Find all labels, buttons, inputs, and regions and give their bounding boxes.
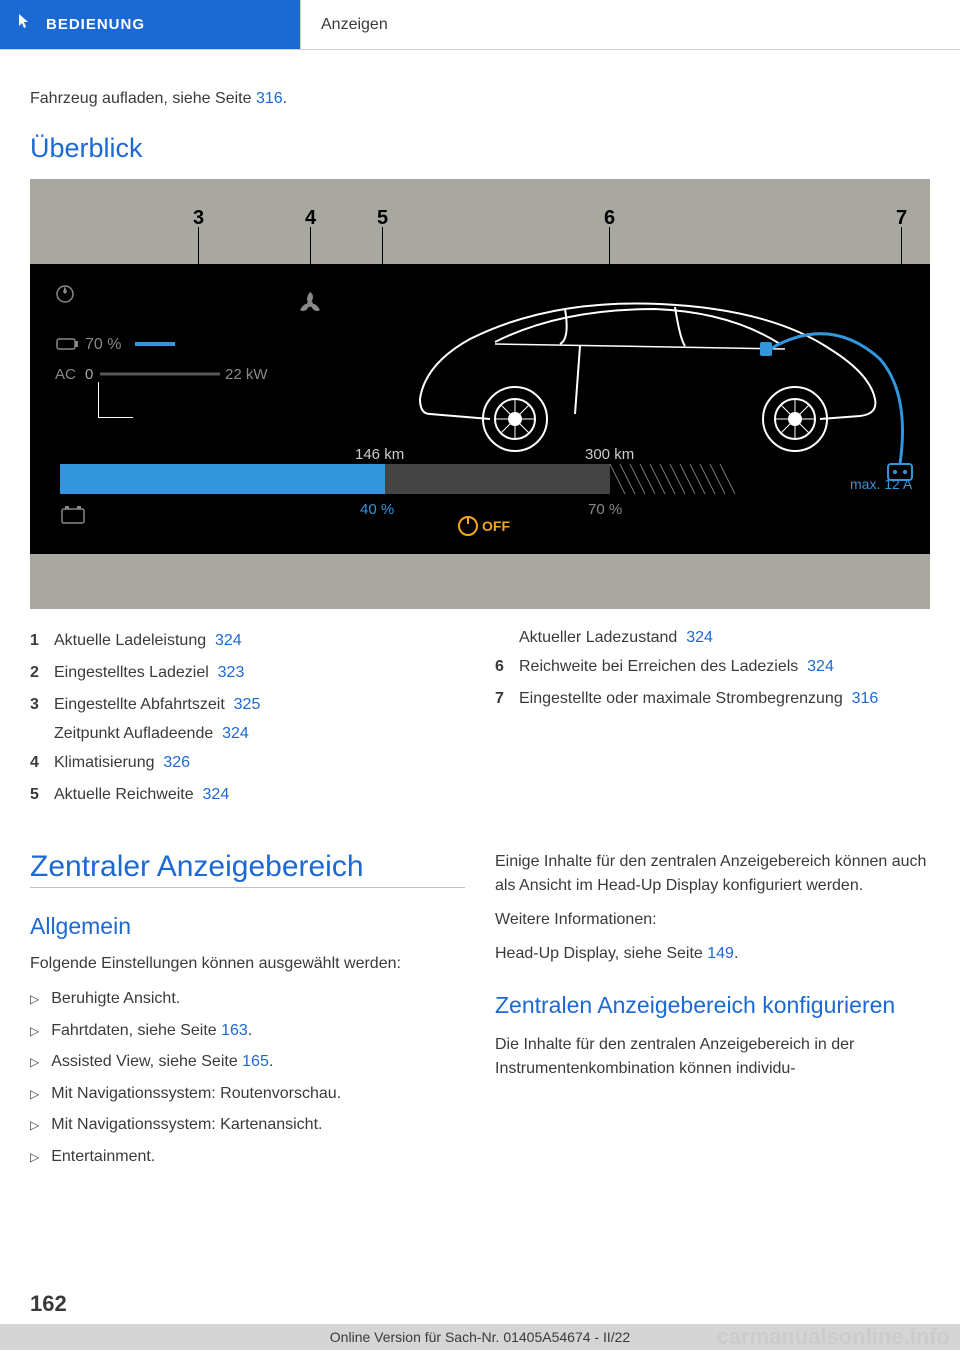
header-title: Anzeigen [300, 0, 960, 49]
diagram-range-current: 146 km [355, 446, 404, 463]
page-ref[interactable]: 149 [707, 945, 734, 962]
right-para-1: Einige Inhalte für den zentralen Anzeige… [495, 850, 930, 898]
pointer-icon [15, 12, 31, 37]
legend-text: Klimatisierung 326 [54, 751, 465, 775]
legend-text: Aktuelle Reichweite 324 [54, 783, 465, 807]
callout-1: 1 [137, 397, 148, 420]
legend-item-4: 4 Klimatisierung 326 [30, 751, 465, 775]
bullet-item: ▷ Fahrtdaten, siehe Seite 163. [30, 1018, 465, 1044]
legend-left-col: 1 Aktuelle Ladeleistung 324 2 Eingestell… [30, 629, 465, 815]
config-text: Die Inhalte für den zentralen Anzeigeber… [495, 1033, 930, 1081]
header-title-text: Anzeigen [321, 16, 388, 34]
diagram-off: OFF [482, 518, 510, 534]
legend-ref[interactable]: 324 [203, 786, 230, 803]
legend-right-col: Aktueller Ladezustand 324 6 Reichweite b… [495, 629, 930, 815]
legend-num: 5 [30, 783, 42, 807]
overview-heading: Überblick [30, 133, 930, 164]
page-ref[interactable]: 163 [221, 1022, 248, 1039]
diagram-battery-pct: 70 % [85, 336, 121, 353]
bullet-marker-icon: ▷ [30, 1018, 39, 1044]
legend-num: 7 [495, 687, 507, 711]
legend-item-7: 7 Eingestellte oder maximale Strombegren… [495, 687, 930, 711]
callout-1-line-v [98, 382, 99, 417]
callout-2: 2 [188, 336, 199, 359]
car-diagram-svg: 70 % AC 0 22 kW [30, 264, 930, 554]
bullet-text: Mit Navigationssystem: Routenvorschau. [51, 1081, 341, 1107]
diagram-max-current: max. 12 A [850, 476, 913, 492]
page-ref[interactable]: 165 [242, 1053, 269, 1070]
bullet-item: ▷ Beruhigte Ansicht. [30, 986, 465, 1012]
bullet-item: ▷ Entertainment. [30, 1144, 465, 1170]
legend-ref[interactable]: 326 [163, 754, 190, 771]
right-para-2: Weitere Informationen: [495, 908, 930, 932]
legend-text: Eingestellte Abfahrtszeit 325 [54, 693, 465, 717]
bullet-item: ▷ Mit Navigationssystem: Kartenansicht. [30, 1112, 465, 1138]
bullet-marker-icon: ▷ [30, 1081, 39, 1107]
legend-item-3: 3 Eingestellte Abfahrtszeit 325 [30, 693, 465, 717]
legend-item-5b: Aktueller Ladezustand 324 [519, 629, 930, 647]
legend-num: 1 [30, 629, 42, 653]
legend-item-3-sub: Zeitpunkt Aufladeende 324 [54, 725, 465, 743]
charging-diagram: 3 4 5 6 7 [30, 179, 930, 609]
diagram-40pct: 40 % [360, 501, 394, 518]
legend-ref[interactable]: 324 [222, 725, 249, 742]
bullet-text: Mit Navigationssystem: Kartenansicht. [51, 1112, 322, 1138]
diagram-range-target: 300 km [585, 446, 634, 463]
legend-num: 3 [30, 693, 42, 717]
right-col: Einige Inhalte für den zentralen Anzeige… [495, 850, 930, 1176]
intro-prefix: Fahrzeug aufladen, siehe Seite [30, 90, 256, 107]
main-heading: Zentraler Anzeigebereich [30, 850, 465, 888]
bullet-text: Fahrtdaten, siehe Seite 163. [51, 1018, 252, 1044]
page-content: Fahrzeug aufladen, siehe Seite 316. Über… [0, 50, 960, 1196]
legend-num: 4 [30, 751, 42, 775]
bullet-marker-icon: ▷ [30, 1112, 39, 1138]
bullet-item: ▷ Mit Navigationssystem: Routenvorschau. [30, 1081, 465, 1107]
diagram-ac-label: AC [55, 366, 76, 383]
intro-suffix: . [283, 90, 287, 107]
legend-text: Eingestelltes Ladeziel 323 [54, 661, 465, 685]
bullet-marker-icon: ▷ [30, 986, 39, 1012]
bullet-item: ▷ Assisted View, siehe Seite 165. [30, 1049, 465, 1075]
legend-item-1: 1 Aktuelle Ladeleistung 324 [30, 629, 465, 653]
legend-text: Eingestellte oder maximale Strombegrenzu… [519, 687, 930, 711]
legend-ref[interactable]: 323 [218, 664, 245, 681]
right-para-3: Head-Up Display, siehe Seite 149. [495, 942, 930, 966]
legend: 1 Aktuelle Ladeleistung 324 2 Eingestell… [30, 629, 930, 815]
bullet-marker-icon: ▷ [30, 1144, 39, 1170]
intro-page-ref[interactable]: 316 [256, 90, 283, 107]
legend-num: 6 [495, 655, 507, 679]
bullet-marker-icon: ▷ [30, 1049, 39, 1075]
allgemein-intro: Folgende Einstellungen können ausgewählt… [30, 952, 465, 976]
diagram-screen: 70 % AC 0 22 kW [30, 264, 930, 554]
legend-item-2: 2 Eingestelltes Ladeziel 323 [30, 661, 465, 685]
legend-ref[interactable]: 325 [234, 696, 261, 713]
main-two-col: Zentraler Anzeigebereich Allgemein Folge… [30, 850, 930, 1176]
diagram-70pct: 70 % [588, 501, 622, 518]
legend-ref[interactable]: 324 [807, 658, 834, 675]
bullet-list: ▷ Beruhigte Ansicht. ▷ Fahrtdaten, siehe… [30, 986, 465, 1170]
header-section-badge: BEDIENUNG [0, 0, 300, 49]
legend-item-6: 6 Reichweite bei Erreichen des Ladeziels… [495, 655, 930, 679]
left-col: Zentraler Anzeigebereich Allgemein Folge… [30, 850, 465, 1176]
diagram-kw: 22 kW [225, 366, 268, 383]
diagram-ac-value: 0 [85, 366, 93, 383]
legend-text: Reichweite bei Erreichen des Ladeziels 3… [519, 655, 930, 679]
legend-ref[interactable]: 324 [686, 629, 713, 646]
legend-ref[interactable]: 316 [852, 690, 879, 707]
allgemein-heading: Allgemein [30, 913, 465, 940]
bullet-text: Beruhigte Ansicht. [51, 986, 180, 1012]
intro-paragraph: Fahrzeug aufladen, siehe Seite 316. [30, 90, 930, 108]
callout-1-line-h [98, 417, 133, 418]
legend-text: Aktuelle Ladeleistung 324 [54, 629, 465, 653]
bullet-text: Entertainment. [51, 1144, 155, 1170]
config-heading: Zentralen Anzeigebereich konfigurieren [495, 991, 930, 1021]
legend-num: 2 [30, 661, 42, 685]
page-number: 162 [30, 1291, 67, 1317]
watermark: carmanualsonline.info [717, 1324, 951, 1350]
header-section-text: BEDIENUNG [46, 16, 145, 33]
legend-ref[interactable]: 324 [215, 632, 242, 649]
legend-item-5: 5 Aktuelle Reichweite 324 [30, 783, 465, 807]
bullet-text: Assisted View, siehe Seite 165. [51, 1049, 273, 1075]
page-header: BEDIENUNG Anzeigen [0, 0, 960, 50]
